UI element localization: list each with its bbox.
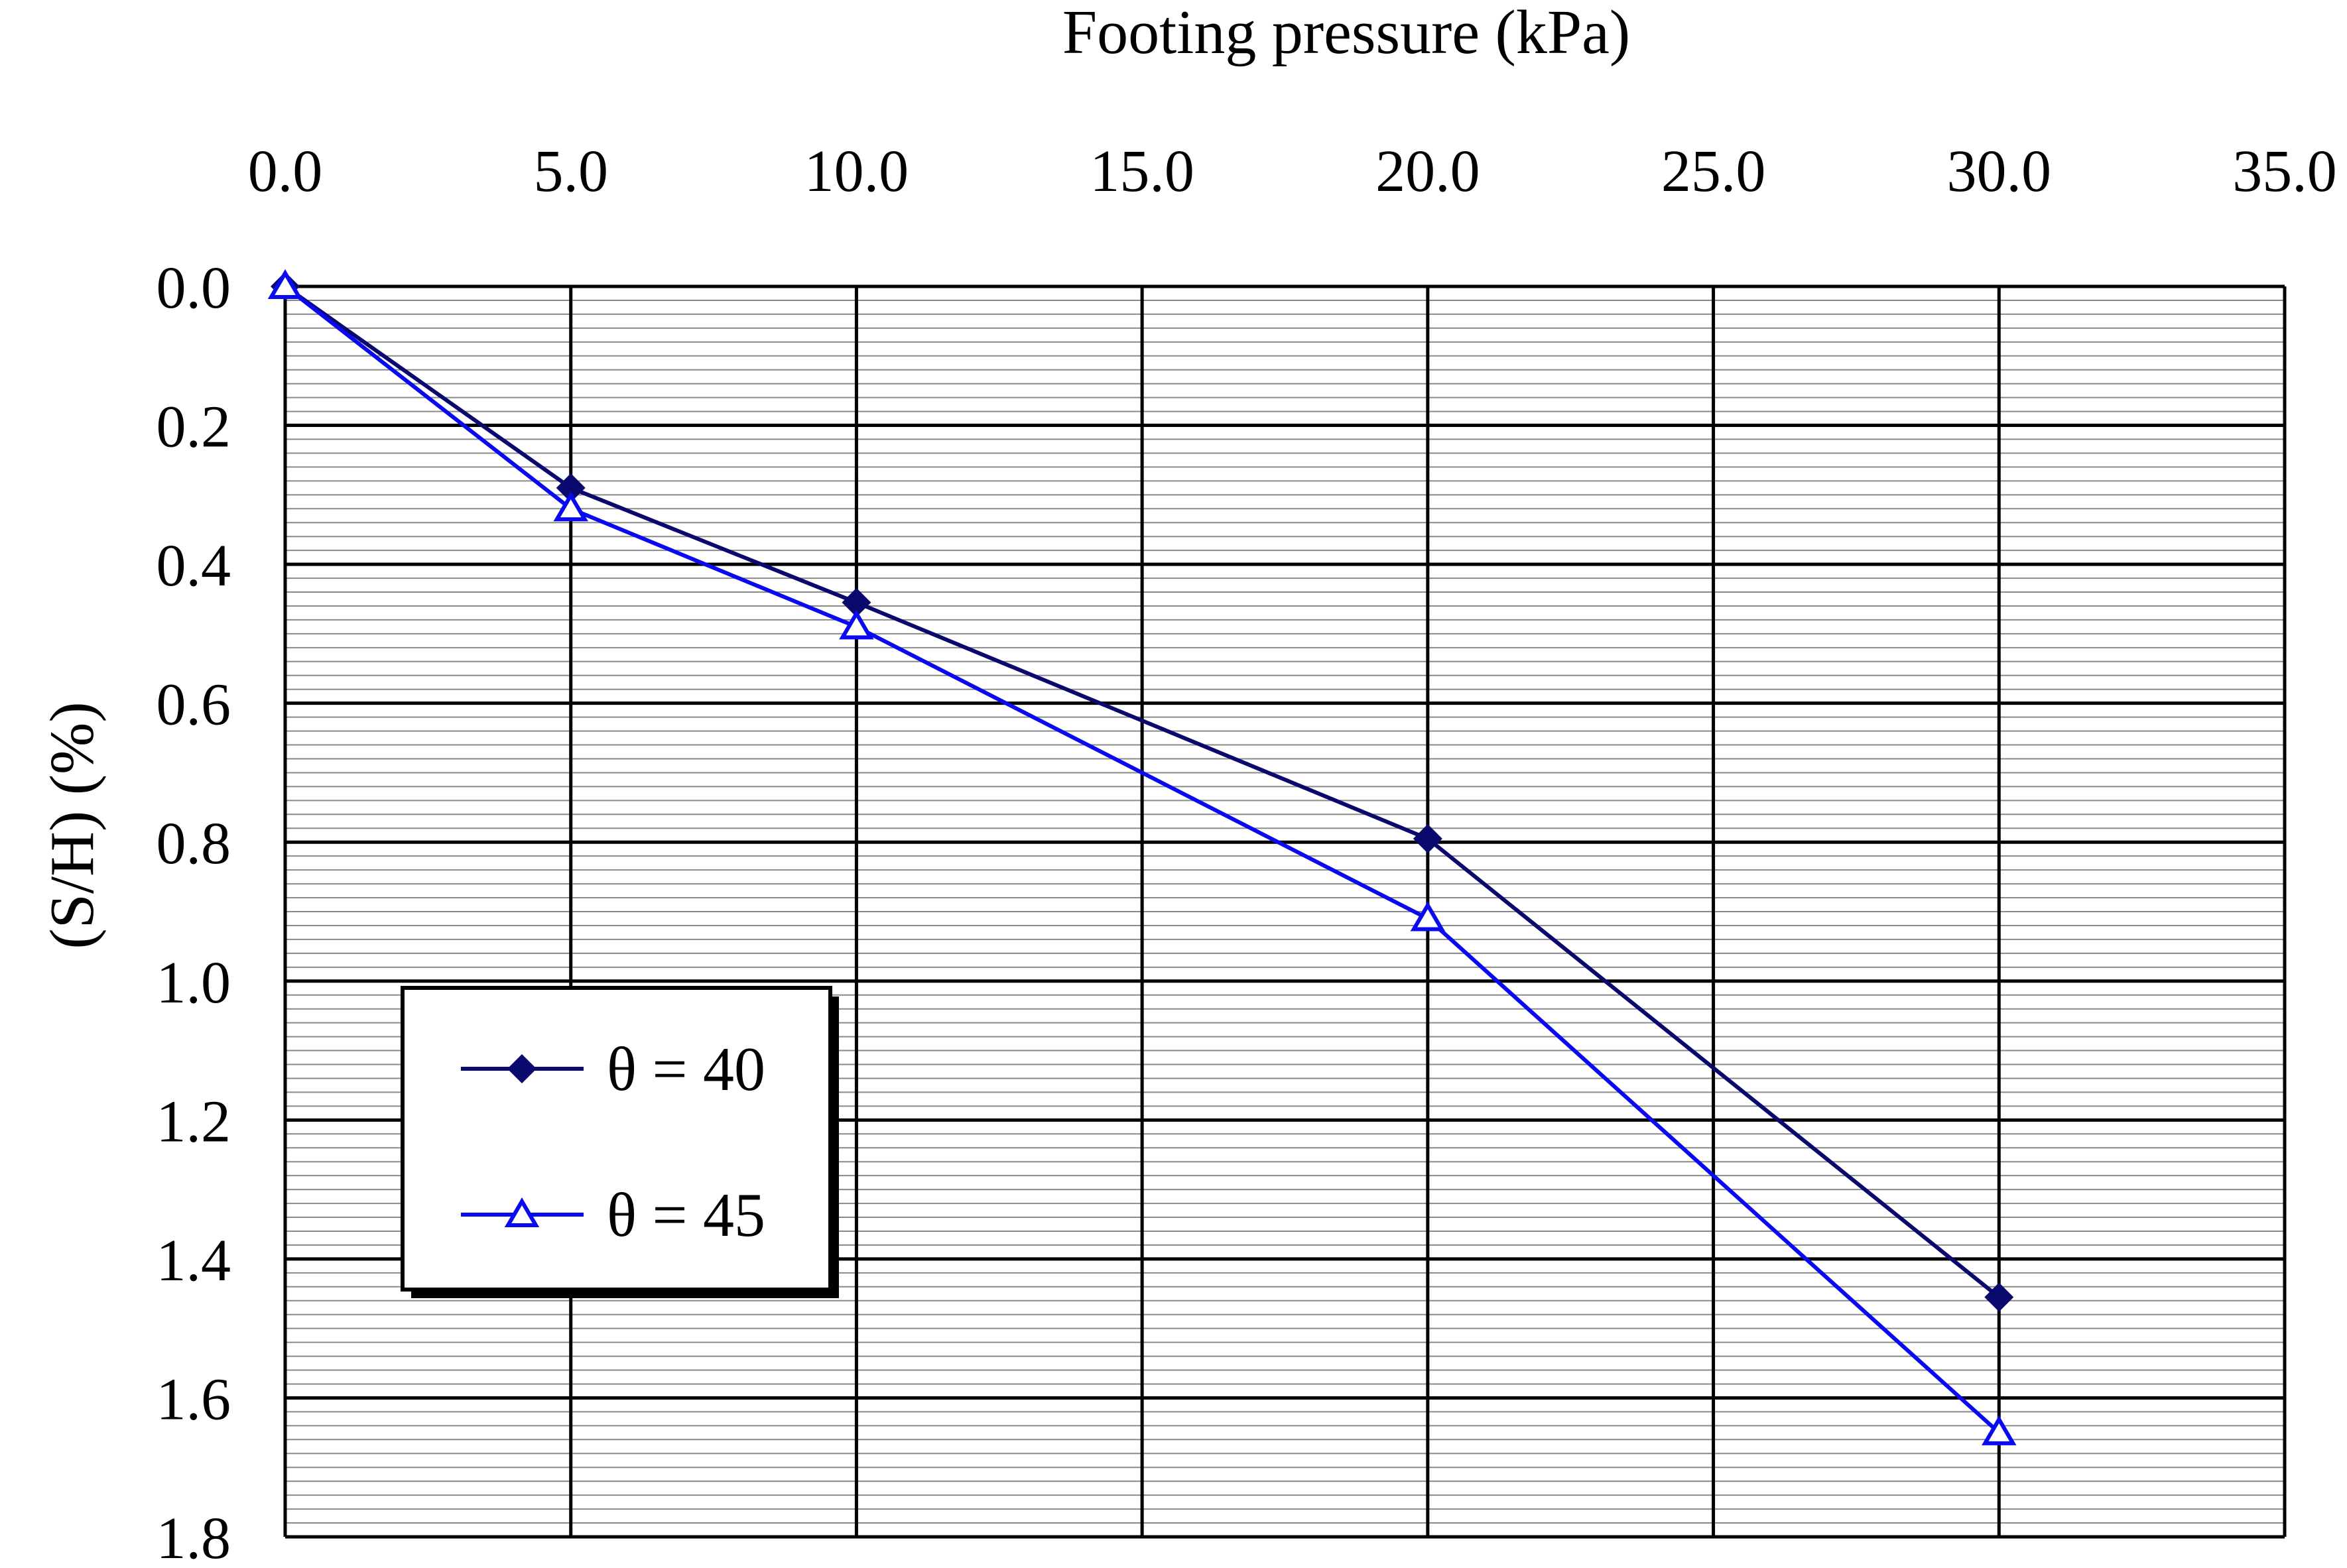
x-tick-label: 0.0 bbox=[248, 139, 323, 204]
x-tick-label: 35.0 bbox=[2232, 139, 2337, 204]
data-point-diamond bbox=[1984, 1282, 2014, 1312]
legend-marker-diamond bbox=[507, 1054, 537, 1083]
y-tick-labels: 0.0 0.2 0.4 0.6 0.8 1.0 1.2 1.4 1.6 1.8 bbox=[157, 255, 231, 1568]
x-tick-label: 10.0 bbox=[804, 139, 909, 204]
data-point-triangle bbox=[839, 609, 874, 640]
x-tick-label: 15.0 bbox=[1090, 139, 1194, 204]
y-tick-label: 0.8 bbox=[157, 811, 231, 876]
y-tick-label: 1.8 bbox=[157, 1506, 231, 1568]
x-tick-labels: 0.0 5.0 10.0 15.0 20.0 25.0 30.0 35.0 bbox=[248, 139, 2337, 204]
series-layer bbox=[267, 269, 2017, 1445]
legend-label-theta-40: θ = 40 bbox=[607, 1035, 765, 1104]
x-tick-label: 25.0 bbox=[1661, 139, 1766, 204]
y-tick-label: 0.2 bbox=[157, 394, 231, 460]
x-tick-label: 5.0 bbox=[533, 139, 608, 204]
data-point-triangle bbox=[553, 491, 588, 522]
y-tick-label: 0.0 bbox=[157, 255, 231, 321]
data-point-diamond bbox=[556, 473, 586, 503]
legend-label-theta-45: θ = 45 bbox=[607, 1181, 765, 1250]
x-tick-label: 30.0 bbox=[1947, 139, 2052, 204]
data-point-diamond bbox=[842, 587, 871, 617]
data-point-diamond bbox=[1413, 823, 1442, 853]
y-tick-label: 0.4 bbox=[157, 533, 231, 599]
y-tick-label: 1.2 bbox=[157, 1089, 231, 1154]
legend-box bbox=[401, 986, 832, 1292]
data-point-triangle bbox=[267, 269, 303, 299]
x-tick-label: 20.0 bbox=[1375, 139, 1480, 204]
y-tick-label: 0.6 bbox=[157, 672, 231, 738]
legend-marker-triangle bbox=[504, 1197, 540, 1227]
y-axis-title: (S/H) (%) bbox=[38, 701, 107, 949]
y-tick-label: 1.6 bbox=[157, 1366, 231, 1432]
y-tick-label: 1.0 bbox=[157, 950, 231, 1016]
data-point-triangle bbox=[1982, 1415, 2017, 1445]
y-tick-label: 1.4 bbox=[157, 1228, 231, 1294]
data-point-triangle bbox=[1410, 901, 1446, 932]
x-axis-title: Footing pressure (kPa) bbox=[1062, 0, 1630, 67]
legend: θ = 40 θ = 45 bbox=[401, 986, 839, 1298]
